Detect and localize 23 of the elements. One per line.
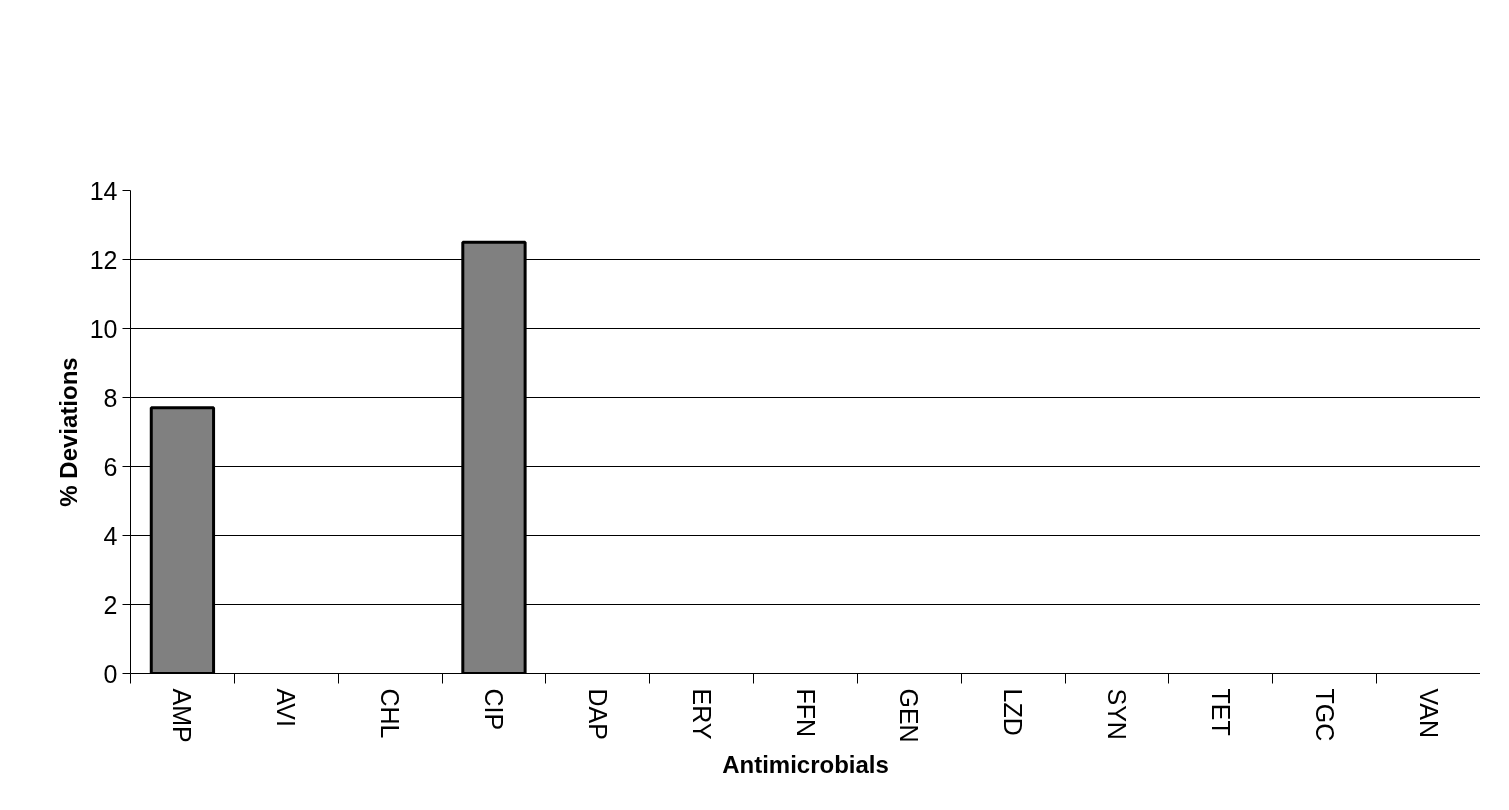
y-tick-label: 10 [89, 314, 118, 343]
x-tick-label: CHL [376, 688, 405, 739]
y-axis-title: % Deviations [54, 357, 82, 507]
x-tick-label: TET [1206, 688, 1235, 736]
y-tick-label: 6 [103, 452, 118, 481]
y-tick-label: 2 [103, 590, 118, 619]
y-tick-label: 14 [89, 176, 118, 205]
x-tick-label: TGC [1310, 688, 1339, 742]
x-tick-label: GEN [895, 688, 924, 743]
y-tick-label: 12 [89, 245, 118, 274]
y-tick-label: 4 [103, 521, 118, 550]
x-tick-label: DAP [583, 688, 612, 740]
x-tick-label: CIP [479, 688, 508, 731]
y-tick-label: 8 [103, 383, 118, 412]
x-tick-label: SYN [1103, 688, 1132, 740]
x-axis-title: Antimicrobials [722, 750, 889, 778]
x-tick-label: AVI [272, 688, 301, 727]
x-tick-label: FFN [791, 688, 820, 738]
x-tick-label: VAN [1414, 688, 1443, 739]
x-tick-label: LZD [999, 688, 1028, 736]
x-tick-label: ERY [687, 688, 716, 740]
y-tick-label: 0 [103, 659, 118, 688]
x-tick-label: AMP [168, 688, 197, 743]
